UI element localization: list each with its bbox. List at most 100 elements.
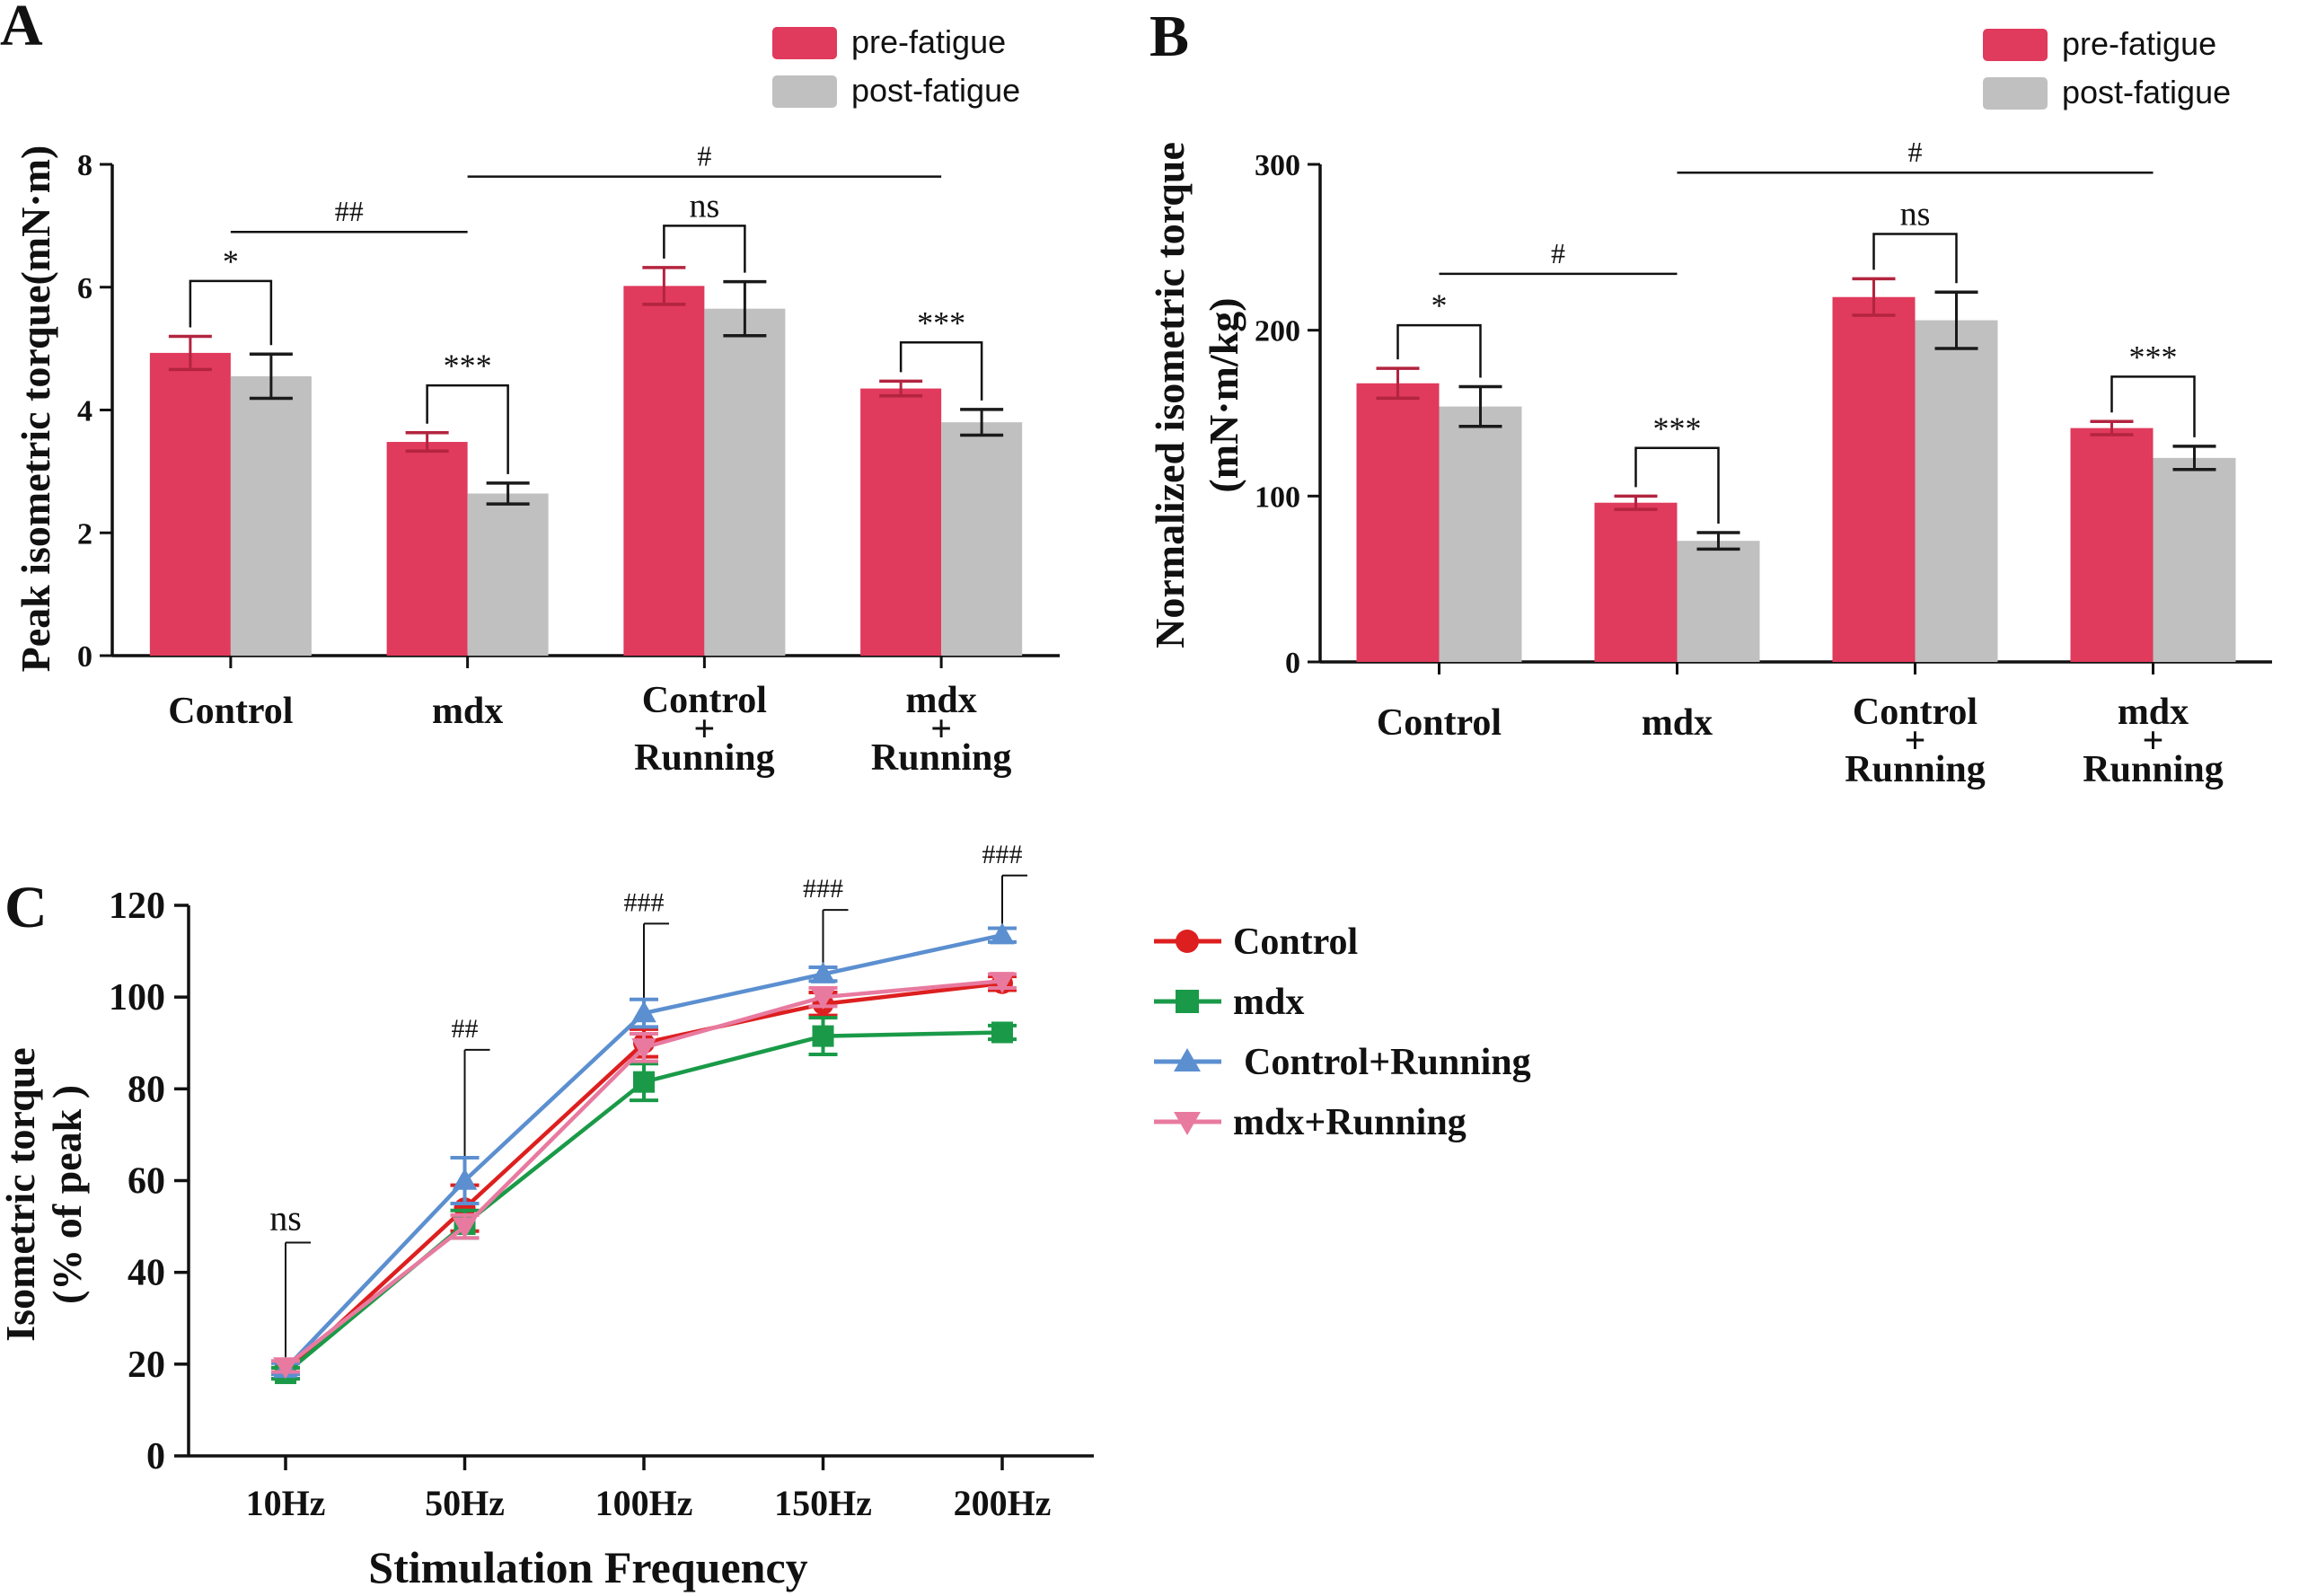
panel-b-legend-label: pre-fatigue [2062, 25, 2216, 62]
panel-b-legend-swatch [1983, 77, 2048, 110]
panel-b-bar-pre [1832, 296, 1916, 662]
panel-b-x-tick-label: + [1905, 720, 1926, 762]
panel-b-x-tick-label: + [2143, 720, 2164, 762]
panel-a-bar-pre [149, 352, 231, 656]
panel-c-legend-label: mdx [1233, 982, 1304, 1023]
panel-a-x-tick-label: + [693, 709, 715, 750]
panel-b-y-tick-label: 200 [1255, 315, 1300, 348]
panel-c-significance-label: ### [803, 874, 843, 904]
panel-a-x-tick-label: Control [642, 680, 767, 721]
panel-a-bar-pre [623, 286, 705, 656]
panel-a-legend-swatch [772, 27, 837, 59]
panel-c-x-tick-label: 150Hz [774, 1483, 872, 1523]
panel-c-y-tick-label: 60 [128, 1161, 165, 1203]
panel-b-comparison-label: # [1908, 136, 1923, 168]
panel-c-data-point [633, 1071, 655, 1093]
panel-b-significance-label: *** [1653, 410, 1702, 446]
panel-c-y-axis-label-units: (% of peak ) [44, 1085, 90, 1304]
panel-a-y-tick-label: 0 [77, 640, 92, 674]
panel-b-x-tick-label: Control [1377, 702, 1502, 744]
panel-c-significance-label: ns [269, 1197, 302, 1238]
panel-c-data-point [812, 1025, 834, 1047]
panel-a-comparison-label: ## [335, 195, 364, 227]
panel-a-legend: pre-fatigue post-fatigue [772, 23, 1020, 109]
panel-c-data-point [810, 961, 836, 983]
panel-b-bar-pre [1594, 502, 1678, 662]
panel-b-x-tick-label: mdx [1642, 702, 1713, 744]
panel-a-significance-bracket [899, 341, 983, 401]
panel-c-data-point [631, 1001, 656, 1023]
panel-b-comparison-label: # [1551, 237, 1565, 269]
panel-c-significance-label: ## [452, 1014, 479, 1044]
panel-a-comparison-label: # [697, 140, 711, 172]
panel-a-y-tick-label: 8 [77, 149, 92, 182]
panel-b-bar-post [2153, 457, 2236, 662]
panel-b-y-tick-label: 100 [1255, 481, 1300, 514]
panel-c-legend-label: mdx+Running [1233, 1102, 1467, 1143]
panel-a-y-axis-label: Peak isometric torque(mN·m) [13, 145, 58, 673]
panel-b-x-tick-label: Running [2083, 749, 2223, 790]
panel-c-data-point [991, 1021, 1013, 1044]
panel-c-y-tick-label: 100 [109, 977, 165, 1018]
panel-c-y-tick-label: 120 [109, 886, 165, 927]
panel-b-y-tick-label: 300 [1255, 149, 1300, 182]
panel-b-y-axis-label: Normalized isometric torque [1147, 142, 1193, 648]
panel-a-significance-label: ns [689, 187, 719, 225]
panel-b-bar-pre [2070, 428, 2154, 662]
panel-a-y-tick-label: 6 [77, 272, 92, 305]
panel-a-bar-pre [386, 442, 468, 656]
panel-a-significance-bracket [426, 384, 509, 474]
panel-c-significance-label: ### [982, 840, 1023, 869]
panel-b-significance-bracket [1634, 446, 1720, 524]
panel-a-x-tick-label: Running [871, 737, 1011, 779]
panel-a-x-tick-label: + [930, 709, 952, 750]
panel-b-label: B [1150, 4, 1189, 69]
panel-b-significance-bracket [1872, 233, 1958, 284]
panel-c-data-point [810, 987, 836, 1010]
panel-c: C Isometric torque (% of peak ) Stimulat… [0, 840, 1531, 1592]
panel-c-data-point [631, 1038, 656, 1061]
panel-a-label: A [0, 0, 43, 58]
panel-a-legend-swatch [772, 75, 837, 108]
panel-b-y-tick-label: 0 [1285, 647, 1300, 680]
panel-c-legend: Control mdx Control+Running mdx+Running [1154, 921, 1531, 1143]
panel-c-series-mdx-running [271, 972, 1017, 1380]
panel-a-significance-bracket [663, 225, 746, 273]
panel-c-y-tick-label: 20 [128, 1345, 165, 1386]
panel-b-x-tick-label: Control [1853, 692, 1977, 733]
panel-a-x-tick-label: mdx [905, 680, 976, 721]
panel-b-legend-swatch [1983, 29, 2048, 61]
panel-c-y-tick-label: 40 [128, 1253, 165, 1294]
panel-c-data-point [273, 1357, 298, 1380]
panel-b-significance-label: *** [2129, 339, 2178, 375]
panel-a-x-tick-label: mdx [432, 691, 503, 732]
panel-b-significance-bracket [2110, 375, 2196, 437]
panel-b: B Normalized isometric torque (mN·m/kg) … [1147, 4, 2272, 790]
panel-b-y-axis-label-units: (mN·m/kg) [1201, 297, 1246, 492]
panel-b-legend-label: post-fatigue [2062, 74, 2231, 110]
panel-a-significance-label: *** [444, 348, 492, 384]
panel-a-y-tick-label: 4 [77, 395, 92, 428]
panel-c-x-axis-label: Stimulation Frequency [368, 1542, 807, 1592]
panel-a-y-tick-label: 2 [77, 517, 92, 551]
panel-c-data-point [452, 1217, 478, 1239]
panel-c-legend-label: Control+Running [1244, 1042, 1531, 1083]
panel-c-legend-label: Control [1233, 921, 1358, 963]
panel-b-x-tick-label: mdx [2118, 692, 2189, 733]
panel-b-significance-bracket [1396, 323, 1482, 378]
panel-a-significance-label: *** [917, 304, 965, 340]
panel-a-bar-post [704, 308, 786, 656]
panel-c-plot: 0 20 40 60 80 100 120 10Hz 50Hz 100Hz 150Hz 200Hz ns… [109, 840, 1094, 1523]
panel-a-x-tick-label: Control [168, 691, 293, 732]
panel-a-bar-post [941, 422, 1023, 656]
panel-a-bar-pre [860, 388, 942, 656]
panel-b-bar-post [1915, 320, 1998, 662]
panel-a-legend-label: pre-fatigue [851, 23, 1006, 60]
panel-c-x-tick-label: 100Hz [595, 1483, 693, 1523]
panel-c-significance-label: ### [624, 887, 665, 917]
panel-c-label: C [4, 875, 48, 940]
panel-b-significance-label: ns [1900, 196, 1931, 234]
panel-c-legend-marker [1174, 1048, 1201, 1072]
